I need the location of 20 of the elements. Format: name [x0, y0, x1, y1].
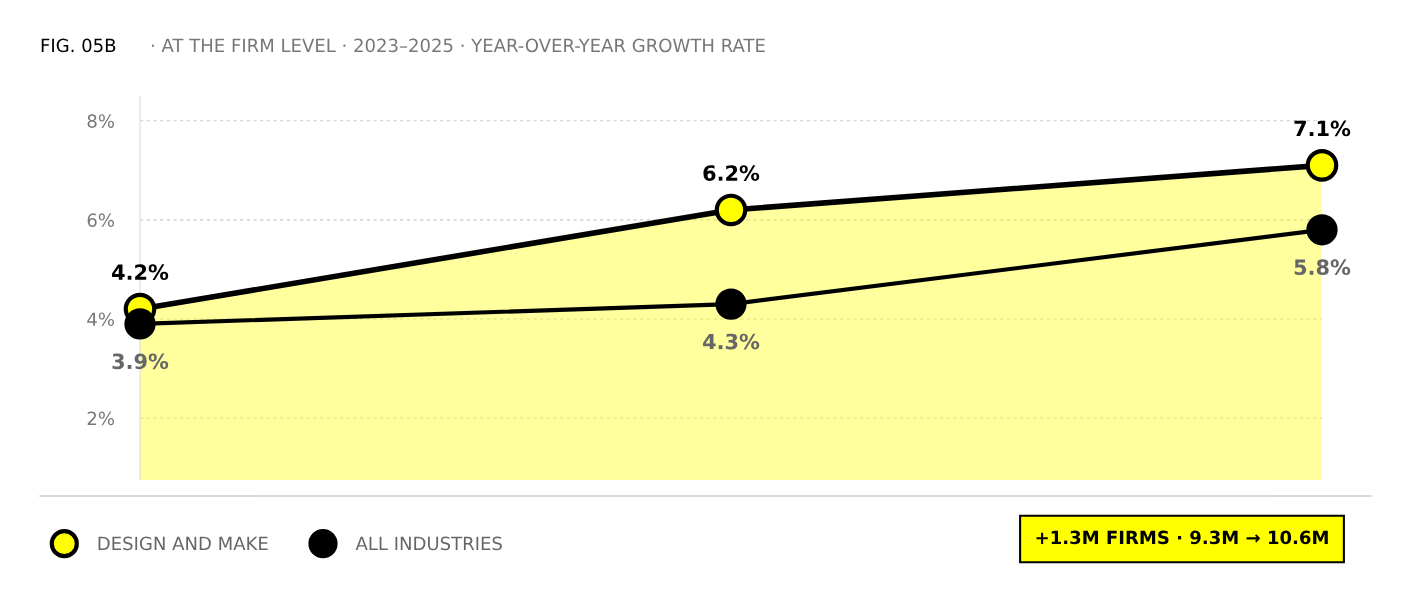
- chart-title: FIG. 05B: [41, 38, 116, 53]
- legend-label: DESIGN AND MAKE: [98, 536, 268, 551]
- legend-label: ALL INDUSTRIES: [355, 536, 502, 551]
- chart-subtitle: · AT THE FIRM LEVEL · 2023–2025 · YEAR-OVER-YEAR GROWTH RATE: [151, 38, 765, 53]
- data-label: 5.8%: [1294, 259, 1351, 276]
- data-label: 4.3%: [703, 333, 760, 350]
- point: [714, 193, 748, 227]
- data-label: 3.9%: [112, 353, 169, 370]
- point: [124, 308, 156, 340]
- y-tick-label: 8%: [87, 114, 114, 128]
- point: [1305, 149, 1339, 182]
- data-label: 4.2%: [112, 264, 169, 281]
- data-label: 6.2%: [703, 165, 760, 181]
- text: +1.3M FIRMS · 9.3M → 10.6M: [1036, 530, 1328, 545]
- point: [715, 288, 747, 320]
- point: [1306, 214, 1338, 246]
- y-tick-label: 6%: [87, 213, 114, 227]
- y-tick-label: 2%: [87, 411, 114, 426]
- data-label: 7.1%: [1294, 120, 1351, 137]
- y-tick-label: 4%: [87, 312, 114, 327]
